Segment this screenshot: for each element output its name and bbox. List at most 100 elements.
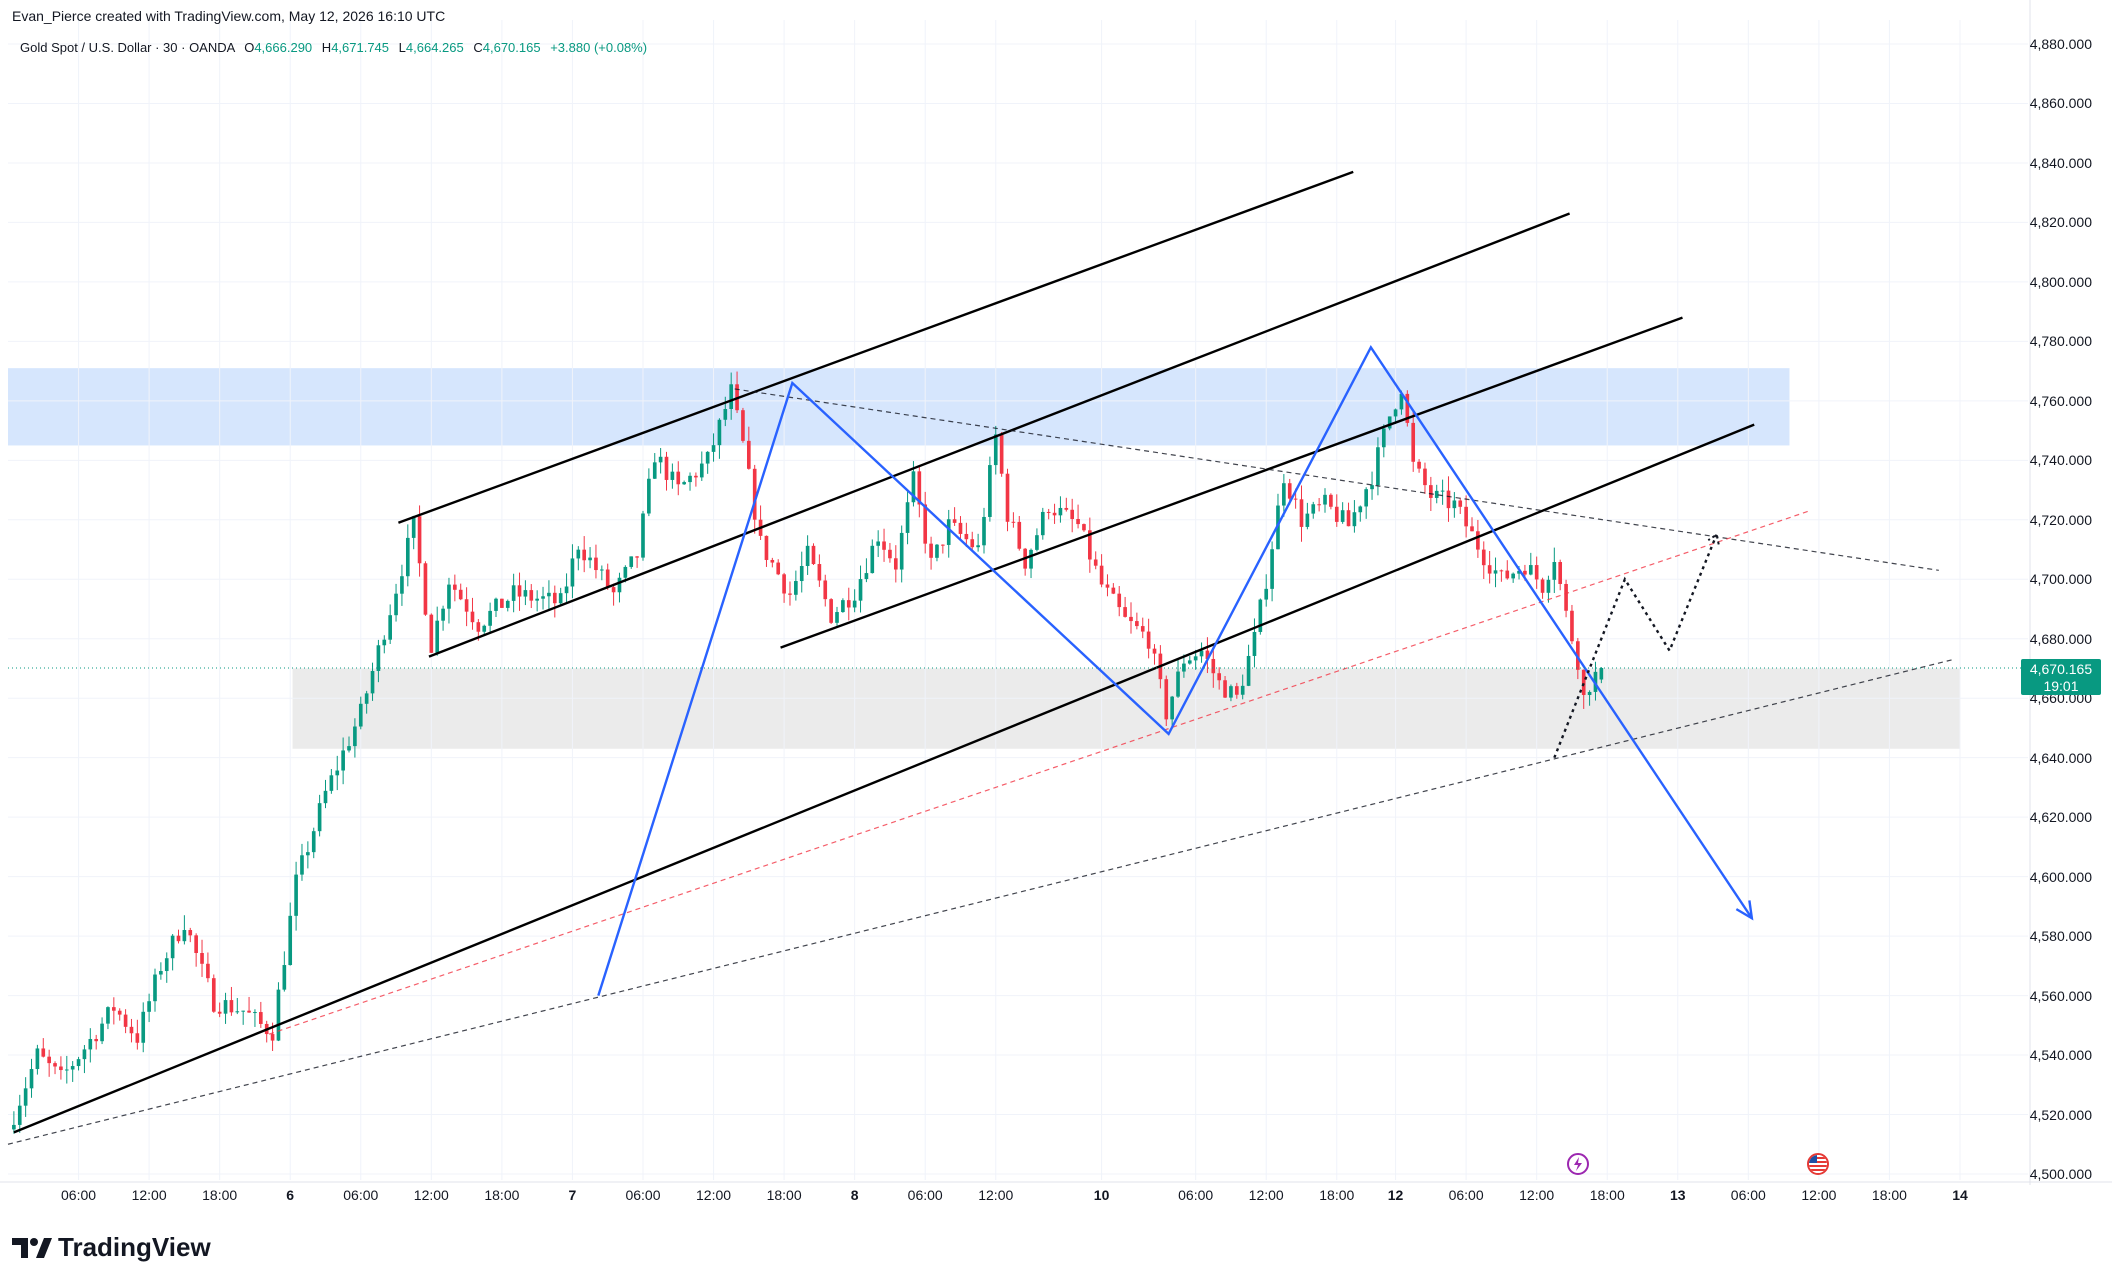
candle-body bbox=[817, 564, 822, 581]
candle-body bbox=[1358, 506, 1363, 513]
candle-body bbox=[870, 545, 875, 574]
candle-body bbox=[1364, 489, 1368, 507]
candle-body bbox=[288, 915, 293, 966]
candle-body bbox=[464, 599, 469, 612]
candle-body bbox=[112, 1007, 116, 1011]
red-dashed-trendline bbox=[268, 510, 1810, 1035]
candle-body bbox=[1270, 549, 1274, 589]
candle-body bbox=[864, 573, 869, 580]
time-tick-label: 18:00 bbox=[484, 1187, 520, 1203]
brand-name: TradingView bbox=[58, 1232, 211, 1262]
candle-body bbox=[1411, 422, 1416, 462]
candle-body bbox=[1464, 506, 1468, 527]
time-tick-label: 06:00 bbox=[1448, 1187, 1484, 1203]
candle-body bbox=[82, 1049, 87, 1060]
candle-body bbox=[159, 971, 163, 975]
candle-body bbox=[1246, 655, 1251, 686]
candle-body bbox=[664, 456, 669, 480]
candle-body bbox=[893, 558, 898, 570]
candle-body bbox=[699, 463, 704, 478]
drawings-layer bbox=[7, 170, 2028, 1145]
candle-body bbox=[923, 504, 928, 544]
candle-body bbox=[429, 614, 434, 653]
time-tick-label: 18:00 bbox=[1871, 1187, 1907, 1203]
candle-body bbox=[617, 577, 622, 593]
candle-body bbox=[1564, 583, 1568, 611]
candle-body bbox=[376, 645, 381, 671]
candle-body bbox=[488, 610, 492, 626]
candle-body bbox=[1587, 691, 1592, 695]
candle-body bbox=[1093, 559, 1098, 566]
candle-body bbox=[570, 558, 575, 587]
candle-body bbox=[1234, 686, 1239, 695]
high-value: 4,671.745 bbox=[331, 40, 390, 55]
candle-body bbox=[811, 545, 816, 565]
candle-body bbox=[235, 1011, 240, 1013]
candle-body bbox=[1540, 579, 1545, 593]
candle-body bbox=[1040, 511, 1045, 536]
candle-body bbox=[1570, 610, 1574, 642]
candle-body bbox=[505, 600, 510, 608]
projection-path bbox=[1553, 534, 1718, 759]
candle-body bbox=[276, 989, 281, 1041]
tradingview-brand[interactable]: TradingView bbox=[12, 1232, 211, 1263]
candle-body bbox=[405, 537, 410, 577]
time-tick-label: 18:00 bbox=[766, 1187, 802, 1203]
candle-body bbox=[241, 1010, 246, 1012]
price-tick-label: 4,500.000 bbox=[2029, 1166, 2092, 1182]
candle-body bbox=[482, 625, 487, 632]
candle-body bbox=[1340, 510, 1345, 522]
candle-body bbox=[988, 465, 992, 517]
candle-body bbox=[170, 935, 175, 959]
symbol-name[interactable]: Gold Spot / U.S. Dollar · 30 · OANDA bbox=[20, 40, 235, 55]
candle-body bbox=[741, 410, 745, 441]
candle-body bbox=[1187, 660, 1192, 664]
candle-body bbox=[829, 599, 833, 623]
candle-body bbox=[1487, 565, 1492, 574]
candle-body bbox=[1393, 409, 1398, 417]
candle-body bbox=[1429, 485, 1433, 498]
lightning-event-icon[interactable] bbox=[1567, 1153, 1589, 1175]
candle-body bbox=[1523, 570, 1527, 575]
candle-body bbox=[1205, 650, 1210, 659]
candle-body bbox=[353, 726, 357, 747]
time-tick-label: 12:00 bbox=[978, 1187, 1014, 1203]
candle-body bbox=[164, 958, 169, 972]
candle-body bbox=[211, 978, 216, 1012]
change-value: +3.880 (+0.08%) bbox=[550, 40, 648, 55]
candle-body bbox=[676, 471, 681, 485]
candle-body bbox=[1552, 562, 1557, 580]
us-flag-event-icon[interactable] bbox=[1807, 1153, 1829, 1175]
candle-body bbox=[1417, 461, 1421, 469]
candle-body bbox=[382, 639, 387, 646]
low-label: L bbox=[398, 40, 406, 55]
price-tick-label: 4,760.000 bbox=[2029, 392, 2092, 409]
candle-body bbox=[600, 569, 604, 571]
time-tick-label: 18:00 bbox=[1589, 1187, 1625, 1203]
candle-body bbox=[358, 703, 363, 727]
candle-body bbox=[364, 693, 369, 704]
candle-body bbox=[594, 557, 598, 571]
price-tick-label: 4,720.000 bbox=[2029, 511, 2092, 528]
candle-body bbox=[929, 543, 933, 558]
symbol-legend[interactable]: Gold Spot / U.S. Dollar · 30 · OANDA O4,… bbox=[20, 40, 647, 55]
candle-body bbox=[1434, 490, 1439, 498]
price-tick-label: 4,800.000 bbox=[2029, 273, 2092, 290]
candle-body bbox=[1282, 483, 1286, 506]
zigzag-pattern bbox=[597, 344, 1753, 996]
candle-body bbox=[411, 516, 416, 538]
zigzag-arrow-head bbox=[1735, 900, 1754, 921]
candle-body bbox=[1499, 570, 1504, 572]
candle-body bbox=[1052, 512, 1057, 516]
candle-body bbox=[135, 1033, 140, 1043]
channel-trendline bbox=[13, 423, 1755, 1134]
price-tick-label: 4,740.000 bbox=[2029, 452, 2092, 469]
candle-body bbox=[993, 434, 998, 466]
candle-body bbox=[453, 584, 457, 590]
candle-body bbox=[1493, 570, 1498, 574]
resistance-zone bbox=[8, 368, 1790, 446]
time-tick-label: 06:00 bbox=[1178, 1187, 1214, 1203]
candle-body bbox=[1129, 616, 1133, 622]
candle-body bbox=[1258, 599, 1263, 632]
